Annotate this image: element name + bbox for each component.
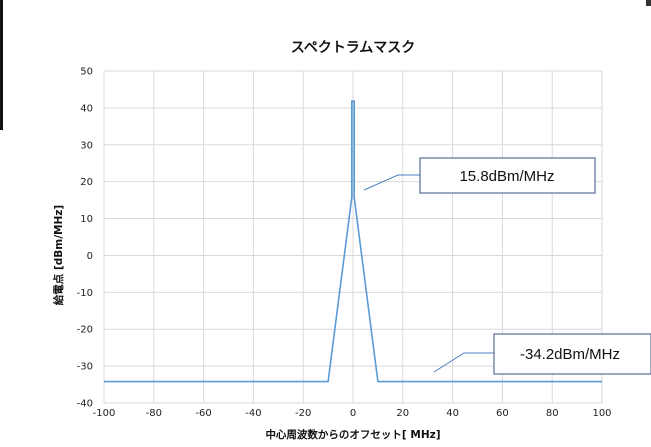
y-axis-label: 給電点 [dBm/MHz] (52, 205, 65, 305)
callout-box (419, 157, 596, 194)
x-tick-label: -40 (245, 408, 261, 419)
chart-title: スペクトラムマスク (291, 40, 416, 56)
y-tick-label: 40 (80, 103, 93, 114)
callout-box (493, 333, 651, 375)
callout-label: 15.8dBm/MHz (459, 168, 554, 185)
x-tick-label: 60 (496, 408, 509, 419)
plot-area (104, 100, 602, 383)
window-corner (646, 0, 651, 6)
y-tick-label: -20 (77, 325, 93, 336)
x-tick-label: -20 (295, 408, 311, 419)
y-tick-label: -40 (77, 399, 93, 410)
x-tick-label: 20 (396, 408, 409, 419)
y-tick-label: 30 (80, 140, 93, 151)
x-tick-label: 0 (350, 408, 356, 419)
y-tick-label: 50 (80, 67, 93, 78)
y-tick-label: 0 (87, 251, 93, 262)
y-tick-label: 20 (80, 177, 93, 188)
y-axis-ticks: -40 -30 -20 -10 0 10 20 30 40 50 (77, 67, 93, 410)
x-tick-label: -100 (93, 408, 116, 419)
callout-leader (433, 352, 494, 373)
x-tick-label: 100 (592, 408, 611, 419)
x-tick-label: 80 (546, 408, 559, 419)
callout-label: -34.2dBm/MHz (520, 346, 620, 363)
series-line (104, 100, 602, 383)
window-edge (0, 0, 3, 130)
y-tick-label: 10 (80, 214, 93, 225)
x-tick-label: -80 (146, 408, 162, 419)
x-axis-label: 中心周波数からのオフセット[ MHz] (265, 428, 440, 441)
y-tick-label: -30 (77, 362, 93, 373)
callout-leader (363, 174, 420, 191)
x-tick-label: 40 (446, 408, 459, 419)
y-tick-label: -10 (77, 288, 93, 299)
callouts: 15.8dBm/MHz -34.2dBm/MHz (363, 157, 651, 375)
x-axis-ticks: -100 -80 -60 -40 -20 0 20 40 60 80 100 (93, 408, 612, 419)
x-tick-label: -60 (195, 408, 211, 419)
